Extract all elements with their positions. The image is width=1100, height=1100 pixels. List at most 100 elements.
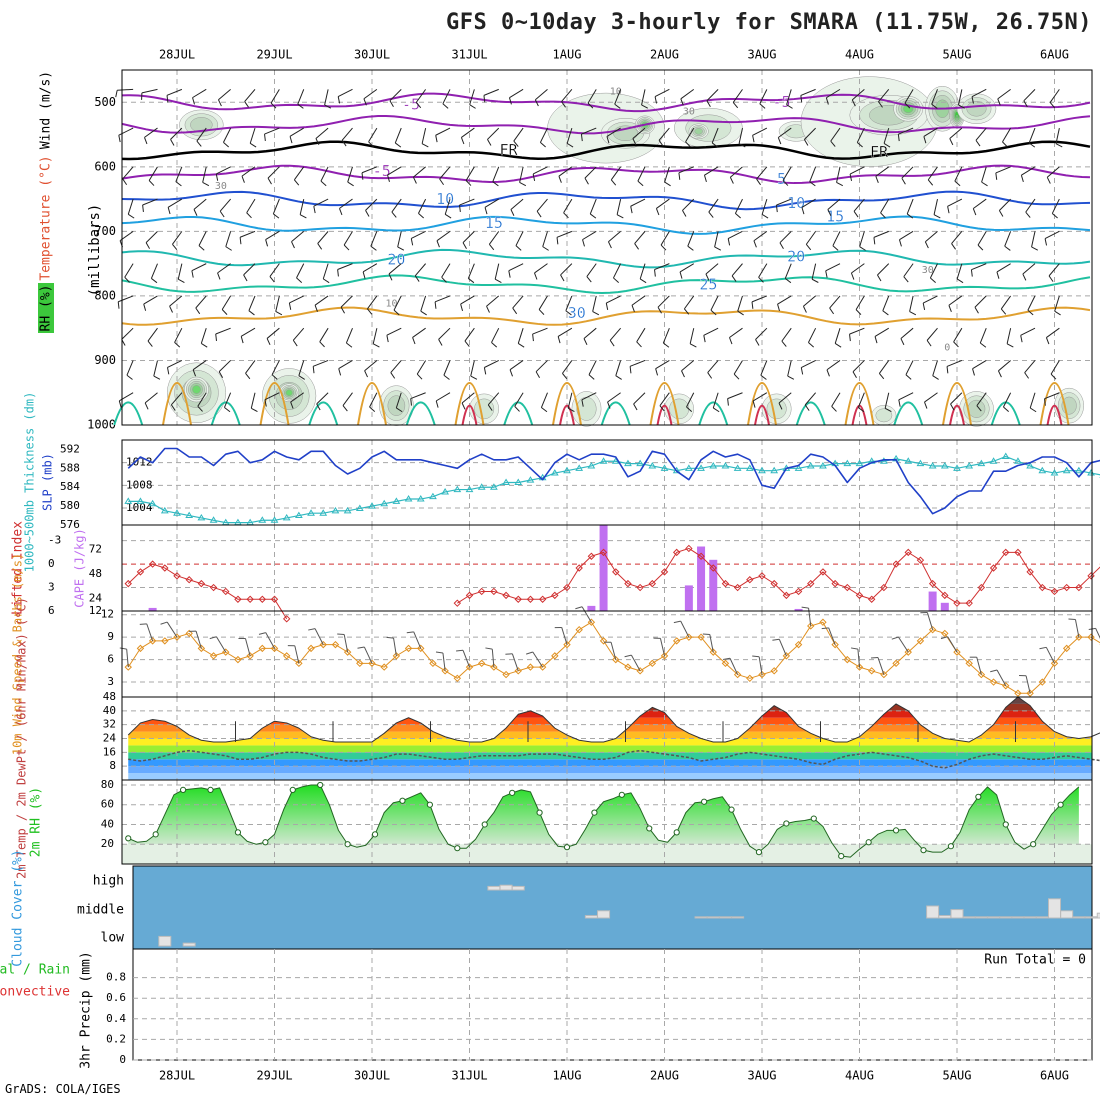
wind10-marker [1062,644,1071,653]
upper-wind-barb [535,360,548,373]
upper-wind-barb [710,309,717,316]
upper-wind-barb [270,102,277,109]
precip-tick-label: 0 [119,1053,126,1066]
boundary-layer-contour [1039,382,1070,426]
temp-line [127,696,1100,743]
upper-wind-barb [513,127,524,142]
boundary-layer-contour [649,382,680,426]
upper-wind-barb [169,305,173,313]
upper-wind-barb [484,207,488,215]
wind10-marker [575,625,583,634]
upper-wind-barb [811,263,817,280]
wind10-barb [413,631,422,649]
upper-wind-barb [1054,310,1061,316]
wind10-line [127,621,1100,694]
upper-wind-barb [198,231,207,246]
wind10-barb [926,612,934,630]
cape-tick-label: 72 [89,543,102,556]
rh-area [128,784,1079,845]
upper-wind-barb [761,213,769,219]
upper-wind-barb [971,96,974,104]
upper-wind-barb [588,374,595,380]
wind10-barb [752,655,760,658]
upper-wind-barb [587,89,597,104]
upper-wind-barb [442,103,449,109]
upper-wind-barb [679,271,683,279]
lifted-index-marker [490,587,498,596]
temp-tick-label: 24 [103,732,117,745]
upper-wind-barb [420,295,427,312]
upper-wind-barb [738,127,743,144]
upper-wind-barb [607,401,611,409]
upper-wind-barb [706,89,719,102]
upper-wind-barb [244,89,256,102]
lifted-index-marker [587,552,596,560]
upper-wind-barb [633,403,638,411]
upper-wind-barb [484,198,500,208]
upper-wind-barb [117,88,134,91]
rh2m-marker [673,829,680,836]
cloud-cover-bar [731,916,745,919]
upper-wind-barb [513,140,519,147]
upper-wind-barb [654,96,658,104]
upper-wind-barb [584,177,589,185]
lifted-index-marker [161,564,169,572]
lifted-index-marker [1014,548,1022,557]
upper-wind-barb [465,166,475,181]
upper-wind-barb [589,213,597,219]
upper-wind-barb [580,134,583,142]
x-tick-label-bottom: 28JUL [159,1069,195,1083]
thickness-marker [1087,469,1095,476]
wind10-marker [124,663,132,671]
upper-wind-barb [755,327,768,340]
lifted-index-marker [660,568,669,576]
rh-contour-label: 30 [683,106,695,117]
wind10-marker [843,655,852,664]
upper-wind-barb [953,341,959,348]
upper-wind-barb [192,369,197,377]
upper-wind-barb [487,404,493,411]
upper-wind-barb [557,327,573,337]
boundary-layer-contour [113,401,144,426]
rh-tick-label: 80 [101,778,114,791]
upper-wind-barb [664,181,671,187]
upper-wind-barb [542,246,549,251]
upper-wind-barb [756,178,761,186]
upper-wind-barb [679,263,695,273]
upper-wind-barb [760,360,768,376]
upper-wind-barb [128,213,135,219]
thickness-marker [721,462,730,469]
upper-wind-barb [752,400,756,408]
lifted-index-marker [502,591,510,600]
wind10-marker [916,637,925,645]
thickness-marker [1014,457,1022,464]
wind10-barb [244,638,251,656]
isotherm-label: 10 [787,194,805,212]
upper-wind-barb [512,295,524,309]
rh2m-marker [481,821,488,828]
lifted-index-marker [733,583,742,592]
wind10-marker [746,674,754,683]
lifted-index-line [457,547,1100,604]
thickness-marker [989,457,998,464]
thickness-marker [514,478,523,485]
cloud-cover-bar [974,916,988,919]
upper-wind-barb [122,166,134,180]
rh2m-marker [317,781,324,789]
upper-wind-barb [442,89,451,104]
upper-wind-barb [1031,246,1039,251]
upper-wind-barb [177,263,183,280]
isotherm-line [121,164,1091,185]
lifted-index-marker [612,568,620,576]
thickness-marker [916,459,925,467]
upper-wind-barb [680,98,684,106]
rh-shade-blob [192,385,201,394]
wind10-marker [514,667,522,675]
temp-axis-label: 2m Temp / 2m DewPt / (6hr Min/Max) (°C) [15,597,29,879]
upper-wind-barb [243,274,248,282]
wind10-barb [195,631,202,649]
upper-wind-barb [804,404,810,411]
upper-wind-barb [469,89,475,105]
rh2m-marker [755,849,763,856]
wind10-marker [612,655,620,664]
